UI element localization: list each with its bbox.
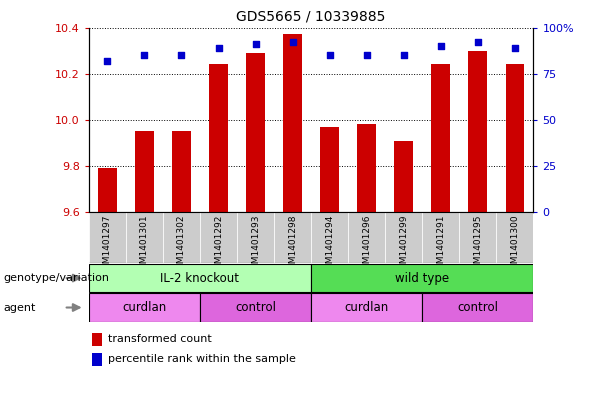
Text: GSM1401297: GSM1401297 [103,215,112,275]
Text: GSM1401302: GSM1401302 [177,215,186,275]
Bar [91,353,102,366]
Bar [274,212,311,263]
Bar [321,127,339,212]
Bar [348,212,385,263]
Point [213,45,223,51]
Bar [422,293,533,321]
Text: GSM1401292: GSM1401292 [214,215,223,275]
Bar [237,212,274,263]
Bar [89,264,311,292]
Bar [89,293,200,321]
Text: curdlan: curdlan [345,301,389,314]
Text: control: control [235,301,276,314]
Bar [283,35,302,212]
Text: genotype/variation: genotype/variation [3,273,109,283]
Bar [311,293,422,321]
Point [510,45,520,51]
Bar [200,212,237,263]
Point [140,52,150,58]
Point [325,52,335,58]
Text: GSM1401298: GSM1401298 [288,215,297,275]
Bar [422,212,459,263]
Bar [311,264,533,292]
Text: GSM1401293: GSM1401293 [251,215,260,275]
Bar [385,212,422,263]
Bar [135,131,154,212]
Point [287,39,297,46]
Text: GSM1401299: GSM1401299 [399,215,408,275]
Text: GSM1401300: GSM1401300 [510,215,519,275]
Text: GSM1401301: GSM1401301 [140,215,149,275]
Text: GSM1401296: GSM1401296 [362,215,371,275]
Point [399,52,409,58]
Bar [89,212,126,263]
Text: percentile rank within the sample: percentile rank within the sample [107,354,295,364]
Point [362,52,371,58]
Bar [163,212,200,263]
Text: transformed count: transformed count [107,334,211,344]
Text: control: control [457,301,498,314]
Point [177,52,186,58]
Point [251,41,261,47]
Bar [497,212,533,263]
Point [473,39,482,46]
Bar [432,64,450,212]
Title: GDS5665 / 10339885: GDS5665 / 10339885 [237,9,386,24]
Bar [468,51,487,212]
Bar [394,141,413,212]
Text: GSM1401294: GSM1401294 [325,215,334,275]
Bar [459,212,497,263]
Bar [357,125,376,212]
Bar [246,53,265,212]
Bar [91,332,102,346]
Bar [506,64,524,212]
Bar [200,293,311,321]
Text: agent: agent [3,303,36,312]
Bar [98,168,116,212]
Point [436,43,446,49]
Text: wild type: wild type [395,272,449,285]
Point [102,58,112,64]
Bar [172,131,191,212]
Bar [209,64,228,212]
Bar [126,212,163,263]
Text: GSM1401291: GSM1401291 [436,215,445,275]
Bar [311,212,348,263]
Text: GSM1401295: GSM1401295 [473,215,482,275]
Text: IL-2 knockout: IL-2 knockout [161,272,240,285]
Text: curdlan: curdlan [123,301,167,314]
